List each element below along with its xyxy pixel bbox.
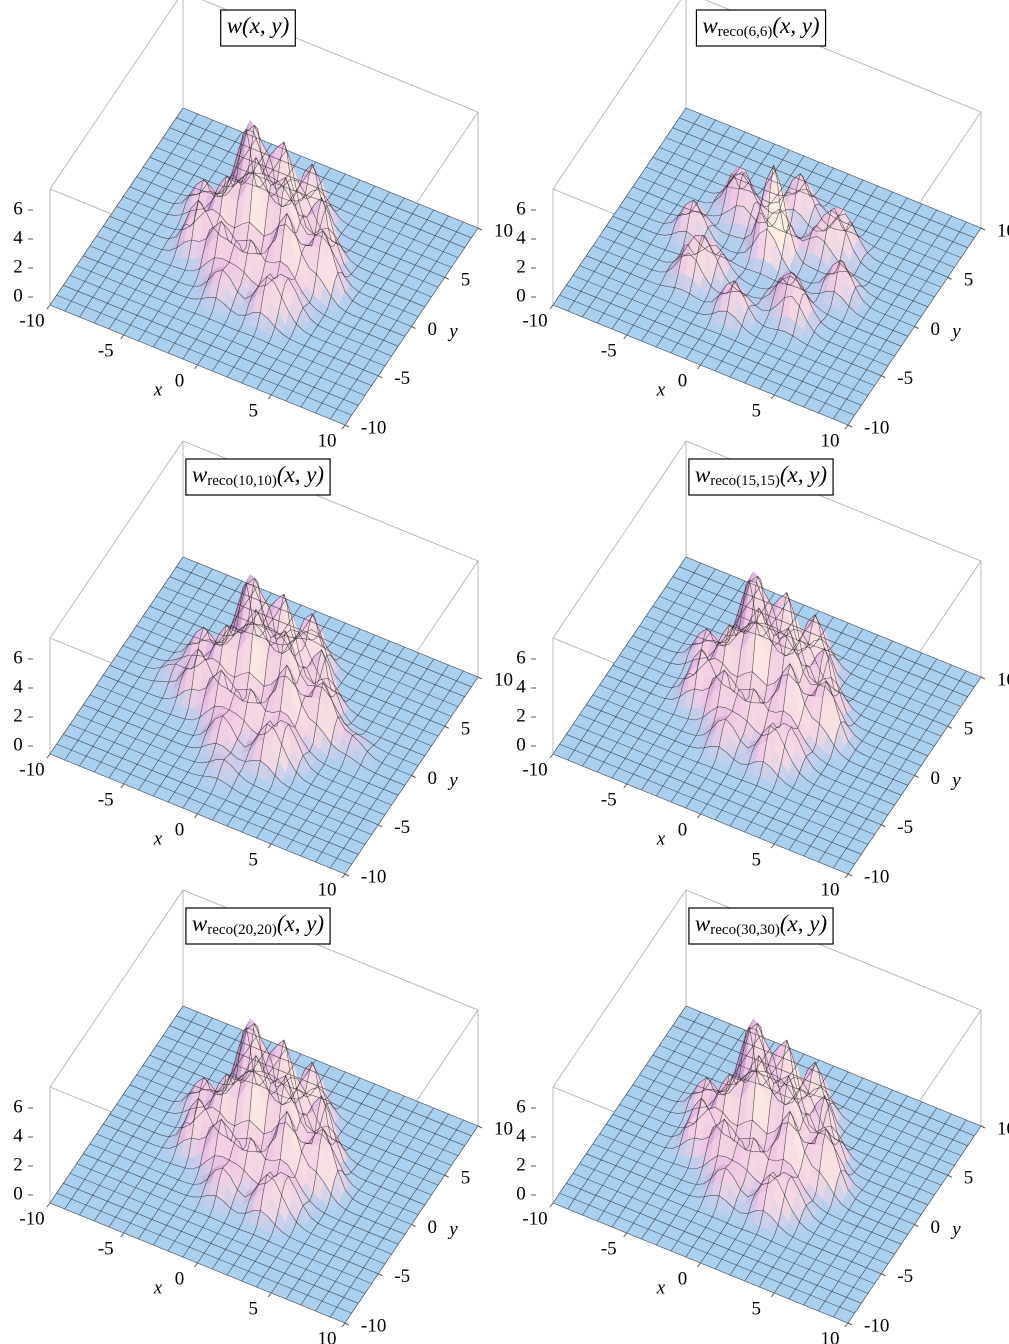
title-main: w	[227, 13, 243, 38]
x-tick-label: 0	[678, 370, 688, 391]
x-tick	[120, 334, 125, 340]
z-tick-label: 2	[13, 256, 23, 277]
plot-panel: -10 -5 0 5 10 -10 -5 0 5 10 0 2 4 6 x y wreco(6,6)(x, y)	[516, 0, 1009, 451]
surface	[49, 107, 479, 426]
y-tick-label: 10	[494, 220, 513, 241]
x-tick	[267, 394, 272, 400]
x-tick	[46, 304, 51, 310]
x-tick	[623, 334, 628, 340]
x-tick-label: -10	[522, 310, 547, 331]
surface	[49, 556, 479, 875]
plot-title: wreco(6,6)(x, y)	[695, 9, 827, 47]
y-tick	[477, 227, 483, 231]
y-tick-label: 10	[997, 220, 1009, 241]
y-tick	[344, 424, 350, 428]
x-tick	[697, 364, 701, 370]
x-axis-label: x	[656, 379, 666, 400]
y-tick-label: -5	[897, 368, 913, 389]
plot-title: w(x, y)	[220, 9, 296, 47]
title-args: (x, y)	[242, 13, 289, 38]
y-tick	[411, 326, 416, 329]
plot-panel: -10 -5 0 5 10 -10 -5 0 5 10 0 2 4 6 x y w(x, y)	[13, 0, 513, 451]
title-subscript: reco(6,6)	[718, 24, 773, 40]
y-tick-label: 0	[428, 319, 438, 340]
box-edge	[49, 0, 179, 190]
x-tick	[341, 424, 346, 430]
z-tick-label: 4	[13, 227, 23, 248]
y-tick	[881, 375, 886, 379]
y-tick-label: 5	[461, 270, 471, 291]
z-tick-label: 2	[516, 256, 526, 277]
x-tick	[770, 394, 775, 400]
surface	[552, 107, 982, 426]
y-tick	[947, 276, 952, 280]
x-tick	[844, 424, 849, 430]
x-tick-label: -5	[601, 340, 617, 361]
y-tick	[378, 375, 383, 379]
plot-panel: -10-50510-10-505100246xywreco(10,10)(x, …	[13, 440, 513, 900]
y-tick-label: -5	[394, 368, 410, 389]
x-tick-label: 5	[752, 400, 762, 421]
y-tick	[980, 227, 986, 231]
y-axis-label: y	[447, 321, 458, 342]
y-tick-label: 5	[964, 270, 974, 291]
x-tick-label: 10	[318, 430, 337, 451]
x-tick-label: 5	[249, 400, 259, 421]
y-tick-label: 0	[931, 319, 941, 340]
y-tick-label: -10	[361, 417, 386, 438]
x-tick-label: 10	[821, 430, 840, 451]
title-args: (x, y)	[772, 13, 819, 38]
y-axis-label: y	[950, 321, 961, 342]
z-tick-label: 0	[516, 285, 526, 306]
y-tick	[914, 326, 919, 329]
title-main: w	[702, 13, 718, 38]
title-text: w(x, y)	[227, 13, 290, 38]
z-tick-label: 0	[13, 285, 23, 306]
x-tick-label: 0	[175, 370, 185, 391]
z-tick-label: 4	[516, 227, 526, 248]
x-tick	[194, 364, 198, 370]
y-tick-label: -10	[864, 417, 889, 438]
x-tick	[549, 304, 554, 310]
x-axis-label: x	[153, 379, 163, 400]
x-tick-label: -10	[19, 310, 44, 331]
z-tick-label: 6	[516, 198, 526, 219]
y-tick	[847, 424, 853, 428]
x-tick-label: -5	[98, 340, 114, 361]
z-tick-label: 6	[13, 198, 23, 219]
y-tick	[444, 276, 449, 280]
